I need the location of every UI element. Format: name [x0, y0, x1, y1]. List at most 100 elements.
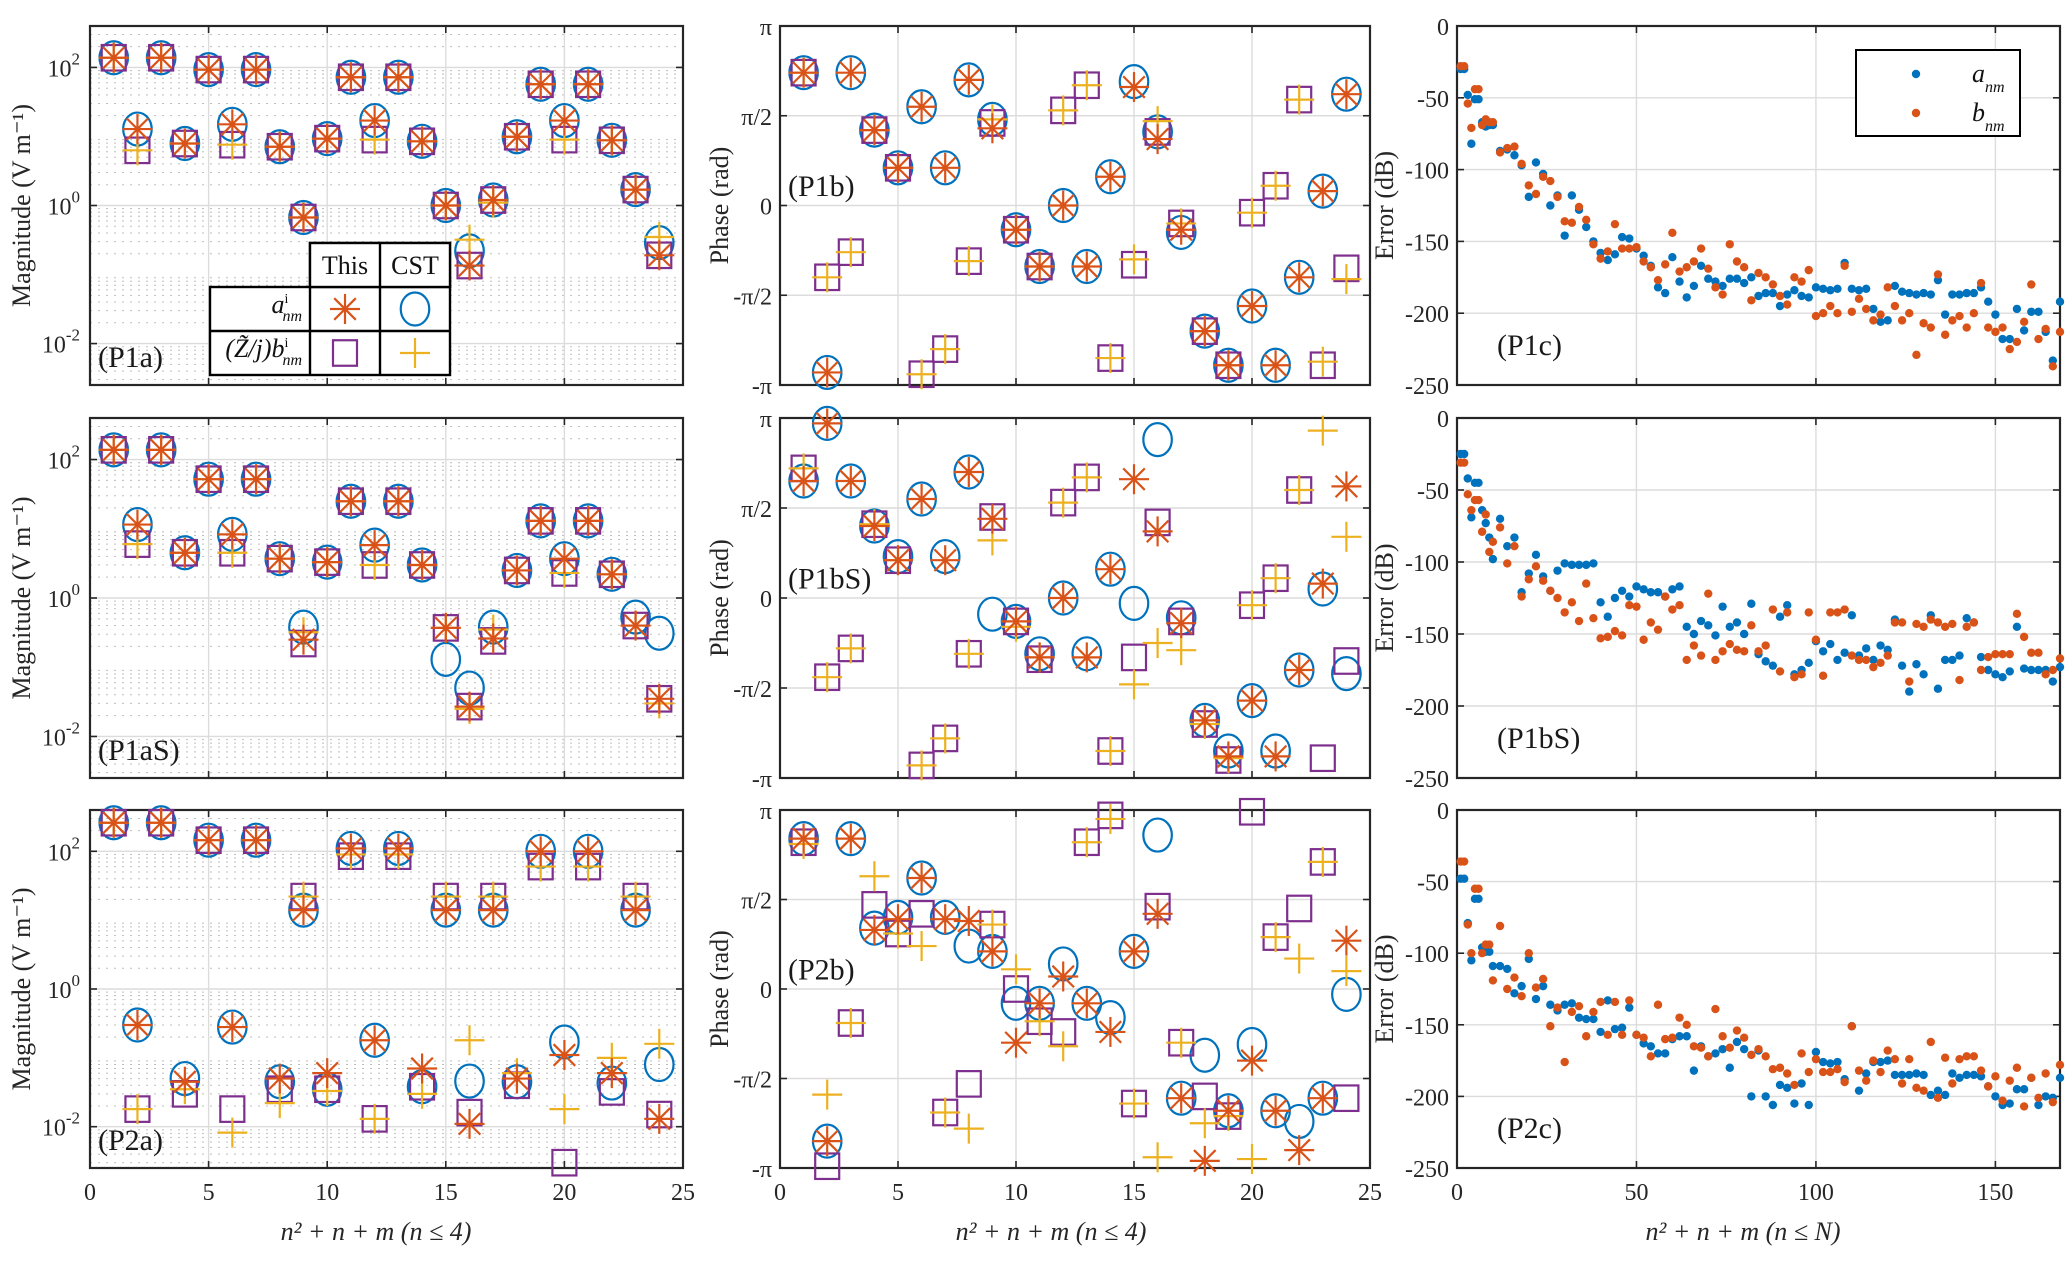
point-b_nm: [1818, 671, 1828, 680]
marker-a-this: [620, 174, 651, 205]
point-b_nm: [1797, 670, 1806, 679]
point-a_nm: [1775, 301, 1785, 311]
point-b_nm: [1725, 240, 1734, 249]
marker-a-this: [1095, 554, 1126, 585]
point-a_nm: [1718, 281, 1727, 291]
axes-box: [1455, 416, 2062, 780]
marker-a-this: [430, 190, 461, 221]
point-a_nm: [1861, 284, 1871, 293]
point-b_nm: [1940, 622, 1950, 631]
point-a_nm: [1474, 95, 1483, 104]
point-b_nm: [1531, 562, 1541, 571]
point-a_nm: [1495, 961, 1505, 971]
point-a_nm: [1905, 1070, 1914, 1080]
point-a_nm: [1768, 1100, 1778, 1110]
point-a_nm: [1689, 629, 1699, 639]
point-a_nm: [2055, 297, 2065, 306]
point-b_nm: [1897, 618, 1907, 627]
marker-a-this: [1237, 685, 1267, 716]
x-tick-label: 15: [1122, 1180, 1146, 1206]
point-a_nm: [1639, 585, 1648, 594]
point-b_nm: [1883, 283, 1892, 292]
point-b_nm: [1890, 1054, 1900, 1064]
point-b_nm: [1912, 619, 1921, 629]
point-b_nm: [1689, 641, 1699, 650]
point-a_nm: [1940, 655, 1950, 665]
point-a_nm: [1847, 611, 1857, 620]
marker-a-this: [1166, 1083, 1197, 1114]
point-b_nm: [2005, 344, 2014, 354]
y-tick-label: -π: [752, 1157, 772, 1183]
marker-a-this: [1307, 176, 1338, 207]
point-b_nm: [1503, 143, 1512, 153]
marker-b-cst: [953, 1113, 984, 1144]
marker-b-cst: [549, 1094, 580, 1125]
point-b_nm: [1854, 1066, 1864, 1075]
marker-a-this: [169, 128, 200, 159]
marker-a-this: [788, 57, 819, 88]
point-b_nm: [1517, 592, 1526, 601]
point-a_nm: [1797, 291, 1806, 301]
point-a_nm: [2019, 1085, 2029, 1094]
point-b_nm: [1696, 651, 1706, 660]
marker-a-this: [549, 1039, 580, 1070]
point-a_nm: [1840, 648, 1849, 657]
legend-header-cst: CST: [391, 251, 439, 280]
point-b_nm: [1538, 576, 1548, 585]
panel-tag: (P1bS): [788, 562, 871, 595]
point-b_nm: [1524, 949, 1533, 958]
point-b_nm: [1790, 273, 1799, 282]
marker-a-this: [1095, 161, 1126, 192]
marker-b-cst: [1119, 1088, 1149, 1119]
point-b_nm: [1546, 1022, 1555, 1031]
point-a_nm: [2048, 677, 2058, 686]
point-b_nm: [1567, 1007, 1577, 1017]
x-tick-label: 5: [203, 1180, 215, 1206]
marker-b-cst: [1260, 563, 1291, 594]
marker-a-this: [1001, 214, 1031, 245]
point-b_nm: [1833, 309, 1842, 318]
point-b_nm: [1538, 172, 1548, 181]
point-b_nm: [2027, 648, 2036, 657]
data-points: [98, 432, 675, 724]
point-b_nm: [1883, 1046, 1892, 1055]
marker-a-this: [430, 612, 461, 643]
marker-b-cst: [359, 1103, 390, 1134]
point-a_nm: [1660, 288, 1670, 298]
point-a_nm: [2012, 622, 2022, 631]
point-b_nm: [2027, 280, 2036, 289]
point-b_nm: [1560, 608, 1569, 617]
point-b_nm: [1955, 675, 1964, 685]
marker-b-cst: [1260, 170, 1291, 201]
marker-a-this: [478, 185, 509, 216]
y-tick-label: -π/2: [733, 677, 772, 703]
marker-a-this: [1189, 705, 1220, 736]
point-b_nm: [1467, 123, 1476, 133]
marker-a-this: [478, 895, 509, 926]
point-a_nm: [1861, 644, 1871, 653]
point-a_nm: [1811, 283, 1821, 292]
point-a_nm: [1524, 569, 1533, 578]
point-b_nm: [1696, 244, 1706, 253]
marker-a-this: [906, 91, 937, 122]
marker-a-this: [573, 836, 604, 867]
y-tick-label: π/2: [741, 497, 772, 523]
marker-a-this: [1331, 471, 1362, 502]
point-a_nm: [2041, 1092, 2050, 1101]
marker-a-this: [977, 936, 1008, 967]
point-b_nm: [1560, 1057, 1569, 1067]
point-b_nm: [1747, 1050, 1756, 1060]
marker-a-this: [335, 833, 366, 864]
marker-a-this: [977, 503, 1008, 534]
marker-b-cst: [930, 334, 961, 365]
point-b_nm: [1940, 330, 1950, 339]
point-a_nm: [1696, 616, 1706, 626]
point-a_nm: [1689, 281, 1699, 291]
data-points: [98, 40, 675, 281]
point-b_nm: [1625, 244, 1634, 253]
point-b_nm: [1912, 350, 1921, 360]
panel-p2a: 0 5 10 15 20 25 10-2 100 102 Magnitude (V m⁻¹) (P2…: [7, 805, 695, 1206]
point-b_nm: [1775, 1063, 1785, 1072]
point-b_nm: [1463, 920, 1472, 929]
marker-a-this: [1095, 1016, 1126, 1047]
